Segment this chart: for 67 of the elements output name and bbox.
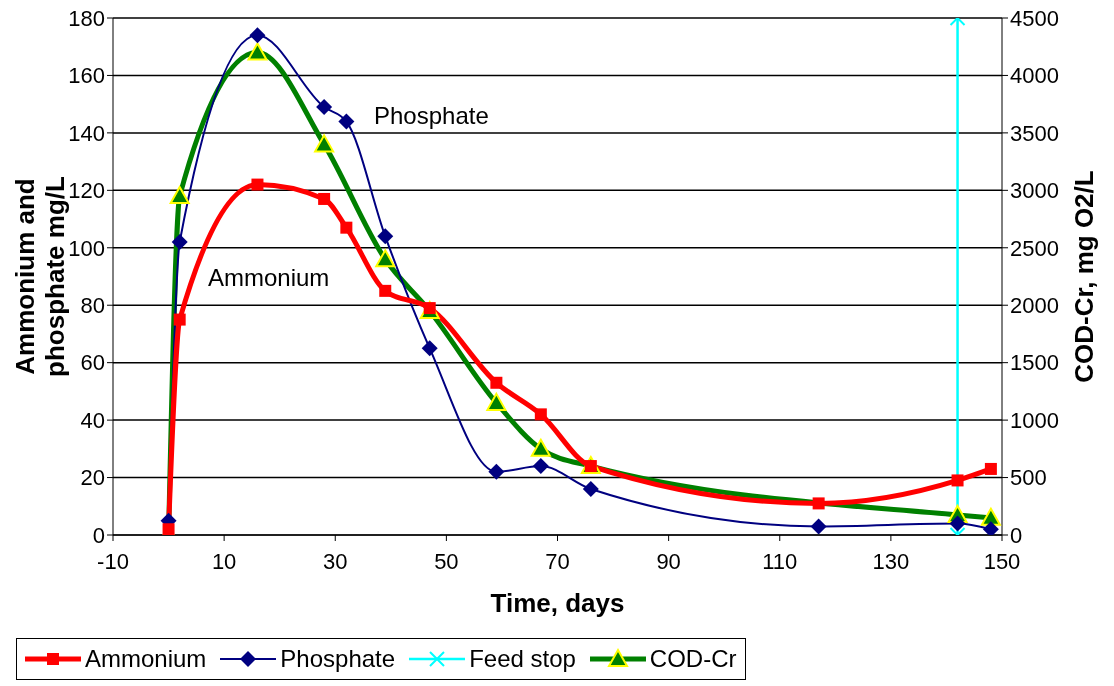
point: [980, 507, 1001, 526]
point: [171, 234, 188, 251]
point: [486, 392, 507, 411]
point: [318, 192, 331, 205]
point: [534, 408, 547, 421]
point: [251, 178, 264, 191]
x-tick-label: 110: [762, 548, 798, 574]
legend-label: Ammonium: [85, 644, 207, 674]
y-tick-label: 120: [68, 178, 105, 204]
y2-tick-label: 1500: [1010, 350, 1059, 376]
y-tick-label: 140: [68, 120, 105, 146]
point: [375, 249, 396, 268]
point: [810, 518, 827, 535]
point: [340, 221, 353, 234]
point: [582, 481, 599, 498]
x-tick-label: 150: [983, 548, 1021, 574]
legend-label: Phosphate: [280, 644, 396, 674]
point: [316, 99, 333, 116]
legend-label: COD-Cr: [649, 644, 737, 674]
x-tick-label: 90: [656, 548, 681, 574]
y-tick-label: 40: [80, 407, 105, 433]
x-tick-label: -10: [97, 548, 129, 574]
x-tick-label: 130: [872, 548, 910, 574]
point: [338, 113, 355, 130]
point: [530, 438, 551, 457]
y2-tick-label: 0: [1010, 522, 1023, 548]
point: [379, 284, 392, 297]
point: [982, 521, 999, 535]
y2-tick-label: 4500: [1010, 5, 1059, 31]
y-tick-label: 180: [68, 5, 105, 31]
point: [249, 27, 266, 44]
y2-tick-label: 500: [1010, 465, 1047, 491]
point: [951, 474, 964, 487]
annotation: Ammonium: [208, 264, 330, 292]
point: [812, 497, 825, 510]
y2-tick-label: 2500: [1010, 235, 1059, 261]
y-tick-label: 80: [80, 293, 105, 319]
y2-tick-label: 4000: [1010, 63, 1059, 89]
point: [490, 376, 503, 389]
x-tick-label: 30: [323, 548, 348, 574]
y-tick-label: 0: [92, 522, 105, 548]
point: [169, 186, 190, 205]
point: [314, 134, 335, 153]
y2-tick-label: 3000: [1010, 178, 1059, 204]
x-tick-label: 10: [211, 548, 237, 574]
y2-tick-label: 1000: [1010, 407, 1059, 433]
annotation: Phosphate: [374, 102, 489, 130]
y2-axis-title: COD-Cr, mg O2/L: [1069, 170, 1099, 383]
y-tick-label: 60: [80, 350, 105, 376]
point: [984, 462, 997, 475]
point: [532, 458, 549, 475]
point: [421, 340, 438, 357]
legend-label: Feed stop: [469, 644, 576, 674]
point: [377, 228, 394, 245]
x-axis-title: Time, days: [490, 588, 625, 618]
point: [247, 42, 268, 61]
point: [488, 463, 505, 480]
x-tick-label: 50: [434, 548, 459, 574]
x-tick-label: 70: [545, 548, 570, 574]
y-tick-label: 160: [68, 63, 105, 89]
y-tick-label: 100: [68, 235, 105, 261]
point: [173, 313, 186, 326]
point: [162, 523, 175, 535]
y-axis-title: Ammonium and phosphate mg/L: [10, 176, 70, 377]
y2-tick-label: 3500: [1010, 120, 1059, 146]
y2-tick-label: 2000: [1010, 293, 1059, 319]
y-tick-label: 20: [80, 465, 105, 491]
